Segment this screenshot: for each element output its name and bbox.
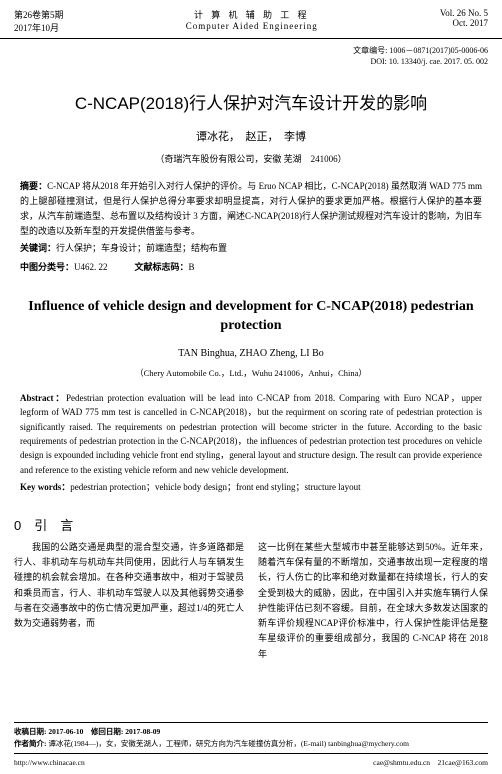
keywords-cn: 关键词：行人保护；车身设计；前端造型；结构布置 bbox=[0, 239, 502, 258]
keywords-en: Key words：pedestrian protection；vehicle … bbox=[0, 477, 502, 509]
date-cn: 2017年10月 bbox=[14, 21, 64, 34]
footer-url: http://www.chinacae.cn bbox=[14, 757, 85, 768]
body-columns: 我国的公路交通是典型的混合型交通，许多道路都是行人、非机动车与机动车共同使用，因… bbox=[0, 540, 502, 662]
header-right: Vol. 26 No. 5 Oct. 2017 bbox=[440, 8, 488, 34]
vol-issue-en: Vol. 26 No. 5 bbox=[440, 8, 488, 18]
abstract-en-label: Abstract： bbox=[20, 393, 66, 403]
footer-top: 收稿日期: 2017-06-10 修回日期: 2017-08-09 作者简介: … bbox=[14, 722, 488, 749]
abstract-en-text: Pedestrian protection evaluation will be… bbox=[20, 393, 482, 475]
class-val1: U462. 22 bbox=[74, 262, 108, 272]
keywords-en-label: Key words： bbox=[20, 482, 70, 492]
article-codes: 文章编号: 1006－0871(2017)05-0006-06 DOI: 10.… bbox=[0, 39, 502, 69]
doi: DOI: 10. 13340/j. cae. 2017. 05. 002 bbox=[14, 56, 488, 67]
footer-bottom: http://www.chinacae.cn cae@shmtu.edu.cn … bbox=[14, 753, 488, 768]
affiliation-en: （Chery Automobile Co.，Ltd.，Wuhu 241006，A… bbox=[0, 367, 502, 379]
keywords-cn-label: 关键词： bbox=[20, 243, 56, 253]
class-label1: 中图分类号： bbox=[20, 262, 74, 272]
vol-issue-cn: 第26卷第5期 bbox=[14, 8, 64, 21]
abstract-cn-label: 摘要： bbox=[20, 181, 47, 191]
classification-cn: 中图分类号：U462. 22 文献标志码：B bbox=[0, 258, 502, 287]
footer-author-info: 作者简介: 谭冰花(1984―)，女，安徽芜湖人，工程师，研究方向为汽车碰撞仿真… bbox=[14, 738, 488, 749]
column-right: 这一比例在某些大型城市中甚至能够达到50%。近年来，随着汽车保有量的不断增加，交… bbox=[258, 540, 488, 662]
page-header: 第26卷第5期 2017年10月 计 算 机 辅 助 工 程 Computer … bbox=[0, 0, 502, 39]
abstract-cn: 摘要：C-NCAP 将从2018 年开始引入对行人保护的评价。与 Eruo NC… bbox=[0, 179, 502, 238]
title-cn: C-NCAP(2018)行人保护对汽车设计开发的影响 bbox=[14, 89, 488, 114]
footer-dates: 收稿日期: 2017-06-10 修回日期: 2017-08-09 bbox=[14, 726, 488, 737]
affiliation-cn: （奇瑞汽车股份有限公司，安徽 芜湖 241006） bbox=[0, 152, 502, 165]
abstract-en: Abstract：Pedestrian protection evaluatio… bbox=[0, 391, 502, 477]
header-center: 计 算 机 辅 助 工 程 Computer Aided Engineering bbox=[186, 8, 318, 34]
keywords-cn-text: 行人保护；车身设计；前端造型；结构布置 bbox=[56, 243, 227, 253]
journal-en: Computer Aided Engineering bbox=[186, 21, 318, 31]
authors-cn: 谭冰花， 赵正， 李博 bbox=[0, 128, 502, 144]
page-footer: 收稿日期: 2017-06-10 修回日期: 2017-08-09 作者简介: … bbox=[0, 718, 502, 774]
body-col1-text: 我国的公路交通是典型的混合型交通，许多道路都是行人、非机动车与机动车共同使用，因… bbox=[14, 540, 244, 632]
authors-en: TAN Binghua, ZHAO Zheng, LI Bo bbox=[0, 348, 502, 359]
date-en: Oct. 2017 bbox=[440, 18, 488, 28]
abstract-cn-text: C-NCAP 将从2018 年开始引入对行人保护的评价。与 Eruo NCAP … bbox=[20, 181, 482, 236]
column-left: 我国的公路交通是典型的混合型交通，许多道路都是行人、非机动车与机动车共同使用，因… bbox=[14, 540, 244, 662]
class-val2: B bbox=[189, 262, 195, 272]
keywords-en-text: pedestrian protection；vehicle body desig… bbox=[70, 482, 360, 492]
journal-cn: 计 算 机 辅 助 工 程 bbox=[186, 8, 318, 21]
article-number: 文章编号: 1006－0871(2017)05-0006-06 bbox=[14, 45, 488, 56]
title-en: Influence of vehicle design and developm… bbox=[18, 297, 484, 336]
section-0-title: 0 引 言 bbox=[0, 509, 502, 540]
class-label2: 文献标志码： bbox=[135, 262, 189, 272]
body-col2-text: 这一比例在某些大型城市中甚至能够达到50%。近年来，随着汽车保有量的不断增加，交… bbox=[258, 540, 488, 662]
footer-email: cae@shmtu.edu.cn 21cae@163.com bbox=[373, 757, 488, 768]
header-left: 第26卷第5期 2017年10月 bbox=[14, 8, 64, 34]
